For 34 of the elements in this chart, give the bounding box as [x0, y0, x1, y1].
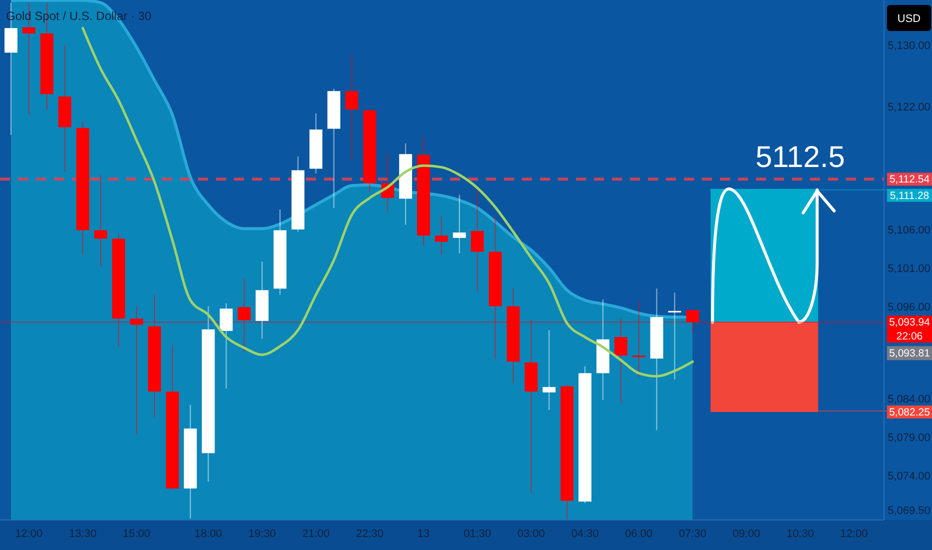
x-tick-label: 09:00	[732, 528, 760, 540]
x-tick-label: 13:30	[68, 528, 96, 540]
y-tick-label: 5,122.00	[888, 101, 930, 114]
x-tick-label: 19:30	[248, 528, 276, 540]
ref-line-label: 5,112.54	[889, 174, 930, 186]
x-tick-label: 06:00	[625, 528, 653, 540]
x-tick-label: 07:30	[678, 528, 706, 540]
x-tick-label: 13	[417, 528, 430, 540]
x-tick-label: 10:30	[786, 528, 814, 540]
text: 5,093.81	[889, 348, 930, 360]
band-label: 5,111.28	[890, 190, 930, 202]
y-axis-title: USD	[897, 13, 921, 25]
line-series	[81, 26, 694, 378]
x-tick-label: 04:30	[571, 528, 599, 540]
text: 22:06	[896, 330, 923, 343]
y-tick-label: 5,130.00	[888, 40, 930, 52]
y-tick-label: 5,079.00	[888, 432, 930, 444]
x-tick-label: 18:00	[194, 528, 222, 540]
y-tick-label: 5,069.50	[888, 505, 930, 518]
y-tick-label: 5,101.00	[888, 262, 930, 275]
x-tick-label: 21:00	[302, 528, 330, 540]
x-tick-label: 03:00	[517, 528, 545, 540]
y-tick-label: 5,084.00	[888, 394, 930, 406]
x-tick-label: 01:30	[464, 528, 492, 540]
ref-line-label: 5,093.94	[889, 316, 930, 329]
y-tick-label: 5,106.00	[888, 224, 930, 236]
x-tick-label: 22:30	[356, 528, 384, 540]
y-tick-label: 5,074.00	[888, 470, 930, 482]
band-label: 5,082.25	[889, 406, 930, 419]
x-tick-label: 12:00	[15, 528, 43, 540]
x-tick-label: 12:00	[840, 528, 868, 540]
annotation: 5112.5	[755, 141, 845, 174]
x-tick-label: 15:00	[122, 528, 150, 540]
y-tick-label: 5,096.00	[888, 301, 930, 314]
